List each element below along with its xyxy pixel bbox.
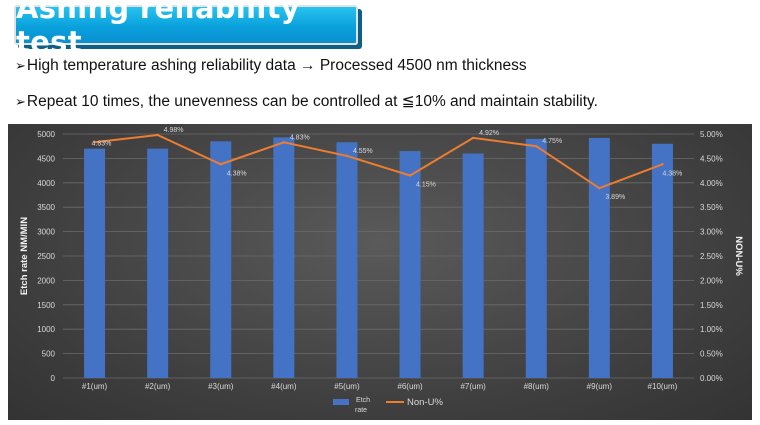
- x-tick-label: #9(um): [587, 382, 613, 391]
- x-tick-label: #10(um): [648, 382, 678, 391]
- bar: [525, 138, 547, 378]
- data-label: 4.75%: [542, 138, 562, 145]
- data-label: 4.92%: [479, 130, 499, 137]
- y-tick-label: 500: [42, 350, 56, 359]
- combo-chart: 0 500 1000 1500 2000 2500 3000 3500 4000 4500 5000…: [19, 127, 744, 414]
- bar: [399, 151, 421, 378]
- bar: [210, 141, 232, 378]
- bar: [147, 148, 169, 378]
- bar: [84, 148, 106, 378]
- y2-tick-label: 2.00%: [700, 276, 723, 285]
- x-tick-label: #4(um): [271, 382, 297, 391]
- bullet-marker-icon: ➢: [15, 58, 26, 73]
- y2-tick-label: 1.00%: [700, 325, 723, 334]
- line-point: [93, 141, 96, 144]
- line-point: [598, 186, 601, 190]
- legend-line-label: Non-U%: [407, 397, 443, 408]
- data-label: 4.55%: [353, 148, 373, 155]
- slide-title-banner: Ashing reliability test: [14, 0, 358, 59]
- y2-tick-label: 3.50%: [700, 203, 723, 212]
- line-point: [156, 133, 159, 137]
- x-tick-label: #3(um): [208, 382, 234, 391]
- y-tick-label: 5000: [37, 130, 55, 139]
- y2-tick-label: 1.50%: [700, 301, 723, 310]
- x-tick-label: #6(um): [397, 382, 423, 391]
- bar: [273, 137, 295, 378]
- x-tick-label: #7(um): [460, 382, 486, 391]
- x-tick-label: #5(um): [334, 382, 360, 391]
- line-point: [282, 141, 286, 144]
- line-point: [219, 163, 222, 166]
- y-tick-label: 1500: [37, 301, 55, 310]
- bar: [651, 143, 673, 378]
- bullet-1: ➢High temperature ashing reliability dat…: [15, 57, 527, 75]
- legend-bar-label-line2: rate: [355, 407, 367, 414]
- y-tick-label: 4000: [37, 179, 55, 188]
- bar: [462, 153, 484, 378]
- y2-tick-label: 5.00%: [700, 130, 723, 139]
- x-tick-label: #8(um): [524, 382, 550, 391]
- data-label: 4.38%: [662, 170, 682, 177]
- bullet-1-text: High temperature ashing reliability data…: [26, 57, 527, 74]
- y-tick-label: 0: [51, 374, 56, 383]
- bullet-2: ➢Repeat 10 times, the unevenness can be …: [15, 92, 598, 111]
- line-point: [471, 136, 475, 140]
- y-tick-label: 2500: [37, 252, 55, 261]
- y2-tick-label: 4.50%: [700, 154, 723, 163]
- y-tick-label: 2000: [37, 276, 55, 285]
- y-tick-label: 3500: [37, 203, 55, 212]
- data-label: 4.15%: [416, 181, 436, 188]
- y2-tick-label: 4.00%: [700, 179, 723, 188]
- data-label: 4.98%: [164, 127, 184, 134]
- y2-axis-title: NON-U%: [733, 236, 744, 276]
- legend-bar-label-line1: Etch: [356, 397, 370, 404]
- slide-title: Ashing reliability test: [16, 0, 300, 59]
- y2-tick-label: 2.50%: [700, 252, 723, 261]
- y2-tick-label: 0.00%: [700, 374, 723, 383]
- data-label: 4.38%: [227, 170, 247, 177]
- y-tick-label: 3000: [37, 228, 55, 237]
- x-tick-label: #1(um): [82, 382, 108, 391]
- data-label: 3.89%: [605, 194, 625, 201]
- y2-tick-label: 0.50%: [700, 350, 723, 359]
- series-line: [94, 133, 663, 190]
- line-point: [408, 174, 412, 177]
- y-tick-label: 1000: [37, 325, 55, 334]
- y-axis-title: Etch rate NM/MIN: [19, 217, 30, 295]
- line-point: [535, 145, 538, 148]
- line-point: [661, 163, 664, 166]
- bar: [336, 142, 358, 378]
- bar: [588, 137, 610, 378]
- legend-bar-swatch: [333, 399, 349, 405]
- chart-panel: 0 500 1000 1500 2000 2500 3000 3500 4000 4500 5000…: [8, 124, 752, 420]
- data-label: 4.83%: [290, 134, 310, 141]
- line-point: [345, 154, 349, 158]
- bullet-2-text: Repeat 10 times, the unevenness can be c…: [26, 93, 598, 110]
- data-label: 4.83%: [92, 140, 112, 147]
- y2-tick-label: 3.00%: [700, 228, 723, 237]
- bullet-marker-icon: ➢: [15, 94, 26, 109]
- y-tick-label: 4500: [37, 154, 55, 163]
- x-tick-label: #2(um): [145, 382, 171, 391]
